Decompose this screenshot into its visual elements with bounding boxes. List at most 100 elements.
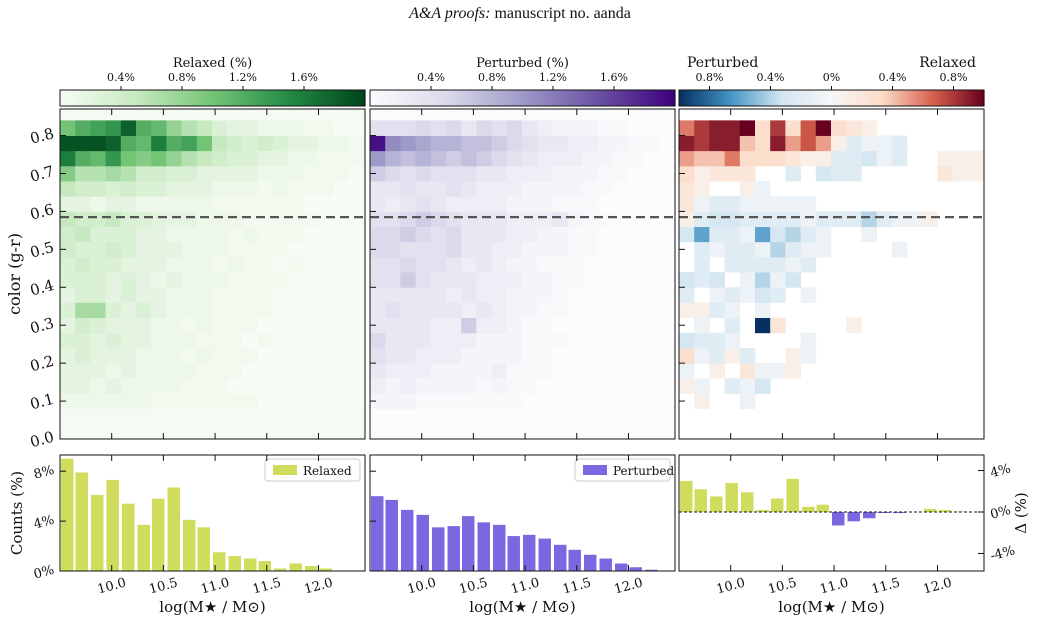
heatmap-cell bbox=[90, 302, 106, 319]
heatmap-cell bbox=[679, 181, 695, 197]
heatmap-cell bbox=[679, 165, 695, 182]
heatmap-cell bbox=[537, 363, 553, 379]
heatmap-cell bbox=[318, 226, 334, 243]
colorbar-tick-label: 0% bbox=[823, 71, 840, 84]
colorbar-gradient-step bbox=[461, 90, 465, 106]
heatmap-cell bbox=[333, 363, 350, 379]
colorbar-gradient-step bbox=[87, 90, 92, 106]
heatmap-cell bbox=[567, 317, 584, 334]
heatmap-cell bbox=[227, 393, 243, 410]
heatmap-cell bbox=[628, 317, 644, 334]
count-bar bbox=[599, 558, 612, 571]
heatmap-cell bbox=[461, 317, 477, 334]
heatmap-cell bbox=[242, 302, 258, 319]
heatmap-cell bbox=[567, 181, 584, 197]
heatmap-cell bbox=[567, 302, 584, 319]
heatmap-cell bbox=[196, 150, 213, 167]
heatmap-cell bbox=[679, 150, 695, 167]
colorbar-gradient-step bbox=[334, 90, 338, 106]
heatmap-cell bbox=[227, 332, 243, 349]
colorbar-gradient-step bbox=[331, 90, 336, 106]
heatmap-cell bbox=[658, 120, 675, 136]
colorbar-gradient-step bbox=[156, 90, 160, 106]
heatmap-cell bbox=[491, 120, 508, 136]
colorbar-gradient-step bbox=[512, 90, 516, 106]
colorbar-gradient-step bbox=[209, 90, 214, 106]
heatmap-cell bbox=[739, 150, 756, 167]
heatmap-cell bbox=[227, 302, 243, 319]
heatmap-cell bbox=[385, 347, 401, 364]
heatmap-cell bbox=[90, 211, 106, 227]
colorbar-tick-label: 1.2% bbox=[539, 71, 567, 84]
count-bar bbox=[477, 522, 490, 571]
heatmap-cell bbox=[628, 272, 644, 288]
heatmap-cell bbox=[770, 211, 786, 227]
heatmap-cell bbox=[318, 317, 334, 334]
heatmap-cell bbox=[370, 393, 386, 410]
heatmap-cell bbox=[476, 272, 492, 288]
heatmap-cell bbox=[658, 287, 675, 303]
mass-tick-label: 11.5 bbox=[561, 575, 593, 597]
colorbar-gradient-step bbox=[740, 90, 744, 106]
heatmap-cell bbox=[151, 347, 167, 364]
count-bar bbox=[151, 498, 165, 571]
heatmap-cell bbox=[628, 135, 644, 152]
heatmap-cell bbox=[694, 241, 710, 258]
heatmap-cell bbox=[491, 196, 508, 212]
heatmap-cell bbox=[120, 165, 137, 182]
heatmap-cell bbox=[135, 378, 152, 394]
heatmap-cell bbox=[476, 135, 492, 152]
colorbar-gradient-step bbox=[405, 90, 409, 106]
heatmap-cell bbox=[135, 165, 152, 182]
colorbar-gradient-step bbox=[433, 90, 437, 106]
colorbar-gradient-step bbox=[664, 90, 668, 106]
heatmap-cell bbox=[257, 256, 274, 273]
colorbar-gradient-step bbox=[652, 90, 656, 106]
heatmap-cell bbox=[370, 317, 386, 334]
heatmap-cell bbox=[567, 332, 584, 349]
heatmap-cell bbox=[709, 226, 725, 243]
count-bar bbox=[400, 509, 414, 571]
heatmap-cell bbox=[800, 135, 817, 152]
heatmap-cell bbox=[613, 120, 629, 136]
heatmap-cell bbox=[370, 150, 386, 167]
heatmap-cell bbox=[537, 332, 553, 349]
delta-axis-label: Δ (%) bbox=[1012, 492, 1030, 534]
heatmap-cell bbox=[785, 347, 801, 364]
heatmap-cell bbox=[658, 150, 675, 167]
heatmap-cell bbox=[537, 393, 553, 410]
heatmap-cell bbox=[60, 226, 76, 243]
colorbar-tick-label: 0.4% bbox=[879, 71, 907, 84]
heatmap-cell bbox=[196, 272, 213, 288]
mass-tick-label: 11.0 bbox=[818, 575, 850, 597]
heatmap-cell bbox=[196, 332, 213, 349]
colorbar-gradient-step bbox=[669, 90, 674, 106]
heatmap-cell bbox=[461, 135, 477, 152]
heatmap-cell bbox=[272, 317, 289, 334]
heatmap-cell bbox=[800, 256, 817, 273]
heatmap-cell bbox=[754, 226, 771, 243]
heatmap-cell bbox=[105, 241, 122, 258]
heatmap-cell bbox=[430, 302, 447, 319]
colorbar-gradient-step bbox=[839, 90, 843, 106]
colorbar-gradient-step bbox=[103, 90, 107, 106]
heatmap-cell bbox=[430, 181, 447, 197]
heatmap-cell bbox=[724, 302, 741, 319]
heatmap-cell bbox=[739, 196, 756, 212]
heatmap-cell bbox=[679, 302, 695, 319]
heatmap-cell bbox=[582, 211, 599, 227]
heatmap-cell bbox=[445, 272, 462, 288]
heatmap-cell bbox=[385, 211, 401, 227]
heatmap-cell bbox=[658, 181, 675, 197]
colorbar-gradient-step bbox=[464, 90, 468, 106]
heatmap-cell bbox=[211, 241, 228, 258]
difference-bar bbox=[694, 489, 707, 512]
heatmap-cell bbox=[196, 317, 213, 334]
heatmap-cell bbox=[303, 287, 319, 303]
heatmap-cell bbox=[445, 256, 462, 273]
heatmap-cell bbox=[400, 150, 416, 167]
heatmap-cell bbox=[166, 226, 182, 243]
heatmap-cell bbox=[385, 181, 401, 197]
colorbar-gradient-step bbox=[420, 90, 424, 106]
colorbar-gradient-step bbox=[359, 90, 364, 106]
